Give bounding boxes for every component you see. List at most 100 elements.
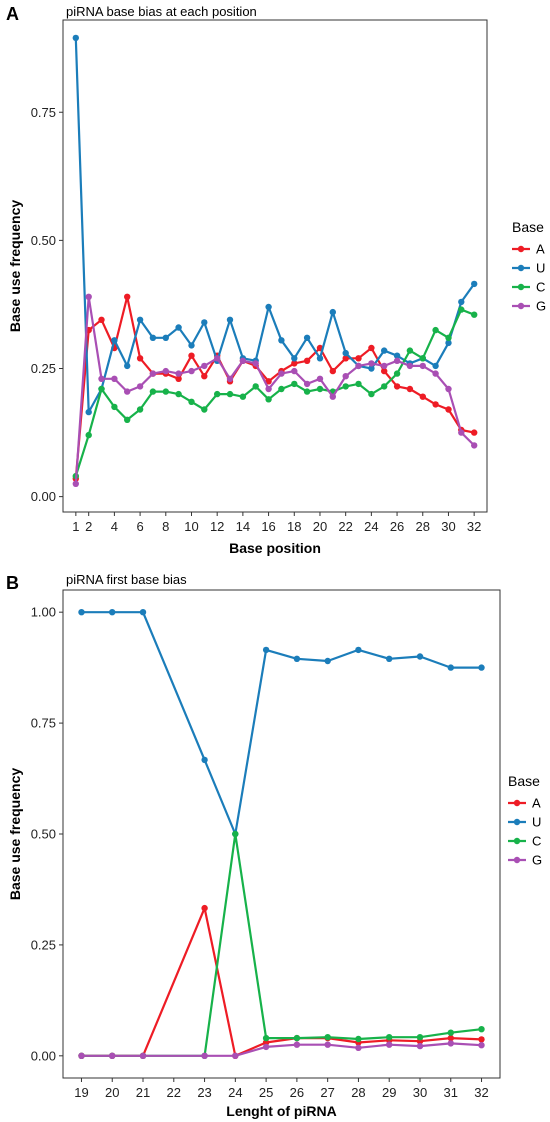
data-point-U — [136, 316, 144, 323]
data-point-G — [432, 370, 439, 377]
data-point-G — [201, 362, 208, 370]
data-point-U — [471, 280, 478, 288]
x-tick-label: 20 — [313, 519, 327, 534]
x-tick-label: 29 — [382, 1085, 396, 1100]
data-point-C — [111, 403, 118, 411]
data-point-U — [262, 646, 270, 654]
data-point-U — [278, 337, 285, 344]
panel-letter: A — [6, 4, 19, 24]
data-point-A — [419, 393, 426, 400]
data-point-A — [175, 375, 182, 382]
data-point-G — [303, 380, 311, 388]
x-tick-label: 28 — [351, 1085, 365, 1100]
x-tick-label: 22 — [167, 1085, 181, 1100]
x-tick-label: 18 — [287, 519, 301, 534]
data-point-C — [85, 431, 92, 439]
data-point-G — [72, 480, 80, 487]
data-point-U — [162, 334, 169, 341]
data-point-U — [316, 355, 324, 362]
data-point-C — [393, 370, 401, 377]
plot-frame — [62, 19, 488, 513]
data-point-A — [381, 367, 388, 375]
data-point-C — [149, 388, 157, 395]
data-point-C — [239, 393, 247, 400]
data-point-G — [278, 370, 285, 377]
y-tick-label: 0.25 — [31, 937, 56, 952]
x-tick-label: 14 — [236, 519, 250, 534]
x-tick-label: 8 — [162, 519, 169, 534]
legend-swatch-dot-U — [513, 818, 521, 826]
x-tick-label: 28 — [416, 519, 430, 534]
legend-swatch-dot-C — [513, 837, 521, 845]
data-point-A — [303, 357, 311, 364]
panel-letter: B — [6, 573, 19, 593]
data-point-U — [201, 756, 208, 764]
legend-swatch-dot-C — [517, 283, 525, 291]
data-point-U — [72, 34, 80, 42]
data-point-U — [458, 298, 465, 306]
data-point-C — [406, 347, 414, 354]
data-point-U — [293, 655, 301, 662]
data-point-G — [447, 1040, 454, 1047]
data-point-G — [78, 1052, 85, 1060]
data-point-U — [445, 339, 452, 347]
y-axis-title: Base use frequency — [7, 200, 23, 332]
y-tick-label: 0.25 — [31, 361, 56, 376]
legend-swatch-dot-U — [517, 264, 525, 272]
data-point-C — [201, 406, 208, 413]
x-tick-label: 16 — [261, 519, 275, 534]
data-point-G — [226, 375, 234, 382]
x-tick-label: 31 — [444, 1085, 458, 1100]
y-tick-label: 0.75 — [31, 105, 56, 120]
series-line-U — [74, 37, 476, 414]
data-point-G — [111, 375, 118, 382]
data-point-C — [316, 385, 324, 393]
data-point-A — [368, 344, 375, 352]
data-point-G — [368, 360, 375, 367]
data-point-C — [291, 380, 298, 388]
data-point-A — [201, 904, 208, 912]
x-tick-label: 21 — [136, 1085, 150, 1100]
y-tick-label: 0.50 — [31, 827, 56, 842]
data-point-U — [447, 664, 454, 671]
legend-label-U: U — [532, 815, 541, 830]
y-tick-label: 0.00 — [31, 489, 56, 504]
data-point-G — [381, 362, 388, 370]
x-tick-label: 22 — [338, 519, 352, 534]
data-point-A — [329, 367, 336, 375]
data-point-C — [342, 383, 349, 390]
data-point-G — [471, 442, 478, 449]
data-point-A — [98, 316, 105, 323]
data-point-G — [355, 1044, 362, 1052]
data-point-G — [136, 383, 144, 390]
data-point-G — [252, 360, 259, 367]
data-point-U — [226, 316, 234, 323]
data-point-G — [239, 357, 247, 364]
data-point-U — [78, 609, 85, 616]
series-line-C — [74, 308, 475, 477]
legend-label-C: C — [532, 834, 541, 849]
data-point-U — [139, 609, 147, 616]
data-point-C — [252, 383, 259, 390]
data-point-A — [432, 401, 439, 408]
data-point-U — [393, 352, 401, 359]
data-point-C — [293, 1034, 301, 1042]
legend-label-C: C — [536, 280, 545, 295]
legend-label-A: A — [536, 242, 545, 257]
data-point-G — [85, 293, 92, 300]
series-line-A — [81, 906, 482, 1057]
data-point-U — [381, 347, 388, 354]
data-point-A — [136, 355, 144, 362]
data-point-U — [188, 342, 195, 349]
data-point-C — [416, 1034, 424, 1041]
data-point-C — [188, 398, 195, 405]
data-point-U — [85, 408, 92, 416]
data-point-C — [214, 390, 221, 398]
chart-title: piRNA base bias at each position — [66, 4, 257, 19]
legend-title: Base — [508, 773, 540, 789]
data-point-C — [303, 388, 311, 395]
chart-title: piRNA first base bias — [66, 572, 187, 587]
data-point-A — [478, 1036, 485, 1043]
data-point-A — [355, 355, 362, 362]
